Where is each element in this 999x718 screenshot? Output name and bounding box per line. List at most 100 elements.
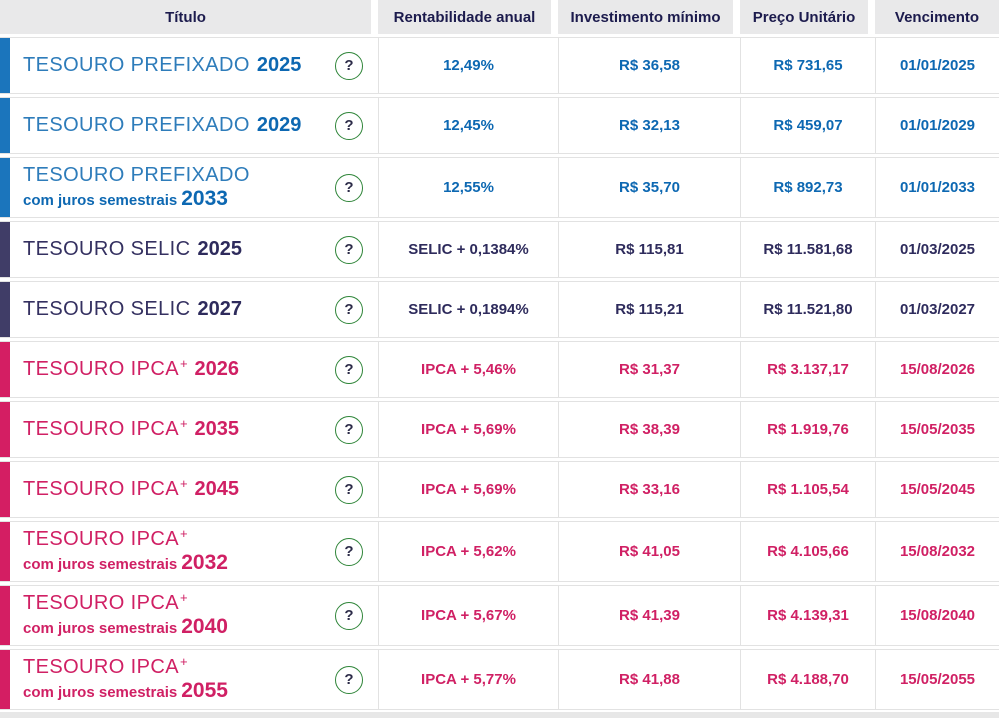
bond-year: 2027 xyxy=(197,298,242,320)
unit-price-cell: R$ 892,73 xyxy=(740,158,875,217)
bond-title-cell: TESOURO SELIC 2027 ? xyxy=(0,282,378,337)
table-row[interactable]: TESOURO IPCA+ com juros semestrais 2032 ?… xyxy=(0,521,999,582)
bond-plus-superscript: + xyxy=(179,589,188,605)
help-icon[interactable]: ? xyxy=(335,235,363,264)
bond-plus-superscript: + xyxy=(179,416,188,431)
min-investment-cell: R$ 41,39 xyxy=(558,586,740,645)
bond-year: 2033 xyxy=(181,186,228,210)
bond-name: TESOURO IPCA xyxy=(23,655,179,678)
bond-title-cell: TESOURO SELIC 2025 ? xyxy=(0,222,378,277)
bond-title: TESOURO PREFIXADO com juros semestrais 20… xyxy=(23,164,335,210)
min-investment-cell: R$ 36,58 xyxy=(558,38,740,93)
help-icon[interactable]: ? xyxy=(335,173,363,202)
annual-rate-cell: IPCA + 5,77% xyxy=(378,650,558,709)
min-investment-cell: R$ 35,70 xyxy=(558,158,740,217)
bond-title: TESOURO IPCA+ com juros semestrais 2055 xyxy=(23,655,335,702)
table-header: Título Rentabilidade anual Investimento … xyxy=(0,0,999,34)
bond-year: 2035 xyxy=(194,418,240,440)
unit-price-cell: R$ 4.105,66 xyxy=(740,522,875,581)
help-icon[interactable]: ? xyxy=(335,355,363,384)
bond-title-cell: TESOURO PREFIXADO com juros semestrais 20… xyxy=(0,158,378,217)
bond-title-cell: TESOURO IPCA+ 2026 ? xyxy=(0,342,378,397)
min-investment-cell: R$ 41,05 xyxy=(558,522,740,581)
bond-year: 2026 xyxy=(194,358,240,380)
bond-name: TESOURO SELIC xyxy=(23,238,191,260)
bond-name: TESOURO PREFIXADO xyxy=(23,54,250,76)
column-header-investimento-minimo: Investimento mínimo xyxy=(558,0,740,34)
unit-price-cell: R$ 459,07 xyxy=(740,98,875,153)
bond-color-bar xyxy=(0,158,10,217)
help-icon[interactable]: ? xyxy=(335,295,363,324)
annual-rate-cell: IPCA + 5,69% xyxy=(378,402,558,457)
bond-color-bar xyxy=(0,650,10,709)
bond-subtitle: com juros semestrais xyxy=(23,555,178,573)
bond-color-bar xyxy=(0,342,10,397)
unit-price-cell: R$ 4.188,70 xyxy=(740,650,875,709)
maturity-cell: 15/05/2045 xyxy=(875,462,999,517)
bond-title: TESOURO PREFIXADO 2029 xyxy=(23,115,335,136)
bond-title-cell: TESOURO PREFIXADO 2029 ? xyxy=(0,98,378,153)
bond-year: 2032 xyxy=(181,550,228,574)
bond-plus-superscript: + xyxy=(179,476,188,491)
table-row[interactable]: TESOURO IPCA+ com juros semestrais 2055 ?… xyxy=(0,649,999,710)
unit-price-cell: R$ 731,65 xyxy=(740,38,875,93)
help-icon[interactable]: ? xyxy=(335,475,363,504)
bond-subtitle: com juros semestrais xyxy=(23,683,178,701)
bond-color-bar xyxy=(0,38,10,93)
table-body: TESOURO PREFIXADO 2025 ? 12,49% R$ 36,58 … xyxy=(0,37,999,710)
annual-rate-cell: SELIC + 0,1384% xyxy=(378,222,558,277)
column-header-titulo: Título xyxy=(0,0,378,34)
unit-price-cell: R$ 1.105,54 xyxy=(740,462,875,517)
bond-plus-superscript: + xyxy=(179,525,188,541)
table-row[interactable]: TESOURO PREFIXADO com juros semestrais 20… xyxy=(0,157,999,218)
bond-name: TESOURO IPCA xyxy=(23,418,179,440)
min-investment-cell: R$ 41,88 xyxy=(558,650,740,709)
annual-rate-cell: IPCA + 5,46% xyxy=(378,342,558,397)
annual-rate-cell: 12,55% xyxy=(378,158,558,217)
maturity-cell: 15/08/2040 xyxy=(875,586,999,645)
column-header-preco-unitario: Preço Unitário xyxy=(740,0,875,34)
bond-title-cell: TESOURO IPCA+ 2035 ? xyxy=(0,402,378,457)
bond-title-cell: TESOURO IPCA+ com juros semestrais 2040 ? xyxy=(0,586,378,645)
annual-rate-cell: IPCA + 5,69% xyxy=(378,462,558,517)
maturity-cell: 15/08/2026 xyxy=(875,342,999,397)
table-row[interactable]: TESOURO PREFIXADO 2029 ? 12,45% R$ 32,13 … xyxy=(0,97,999,154)
min-investment-cell: R$ 31,37 xyxy=(558,342,740,397)
table-row[interactable]: TESOURO SELIC 2025 ? SELIC + 0,1384% R$ 1… xyxy=(0,221,999,278)
bond-year: 2040 xyxy=(181,614,228,638)
help-icon[interactable]: ? xyxy=(335,665,363,694)
help-icon[interactable]: ? xyxy=(335,111,363,140)
help-icon[interactable]: ? xyxy=(335,537,363,566)
bond-title: TESOURO IPCA+ com juros semestrais 2040 xyxy=(23,589,335,638)
bond-title: TESOURO SELIC 2027 xyxy=(23,299,335,320)
maturity-cell: 01/03/2027 xyxy=(875,282,999,337)
bond-title: TESOURO IPCA+ 2045 xyxy=(23,476,335,500)
table-row[interactable]: TESOURO SELIC 2027 ? SELIC + 0,1894% R$ 1… xyxy=(0,281,999,338)
table-row[interactable]: TESOURO IPCA+ 2035 ? IPCA + 5,69% R$ 38,3… xyxy=(0,401,999,458)
page-bottom-strip xyxy=(0,712,999,718)
bond-title-cell: TESOURO IPCA+ com juros semestrais 2055 ? xyxy=(0,650,378,709)
unit-price-cell: R$ 11.581,68 xyxy=(740,222,875,277)
bond-year: 2025 xyxy=(256,54,302,76)
bond-color-bar xyxy=(0,522,10,581)
help-icon[interactable]: ? xyxy=(335,51,363,80)
help-icon[interactable]: ? xyxy=(335,415,363,444)
table-row[interactable]: TESOURO IPCA+ 2026 ? IPCA + 5,46% R$ 31,3… xyxy=(0,341,999,398)
bond-title-cell: TESOURO IPCA+ 2045 ? xyxy=(0,462,378,517)
bond-year: 2029 xyxy=(256,114,302,136)
table-row[interactable]: TESOURO IPCA+ com juros semestrais 2040 ?… xyxy=(0,585,999,646)
table-row[interactable]: TESOURO IPCA+ 2045 ? IPCA + 5,69% R$ 33,1… xyxy=(0,461,999,518)
bond-title-cell: TESOURO PREFIXADO 2025 ? xyxy=(0,38,378,93)
bond-title: TESOURO IPCA+ 2035 xyxy=(23,416,335,440)
min-investment-cell: R$ 38,39 xyxy=(558,402,740,457)
bond-name: TESOURO IPCA xyxy=(23,478,179,500)
min-investment-cell: R$ 115,21 xyxy=(558,282,740,337)
table-row[interactable]: TESOURO PREFIXADO 2025 ? 12,49% R$ 36,58 … xyxy=(0,37,999,94)
annual-rate-cell: SELIC + 0,1894% xyxy=(378,282,558,337)
bond-plus-superscript: + xyxy=(179,356,188,371)
bond-name: TESOURO IPCA xyxy=(23,358,179,380)
help-icon[interactable]: ? xyxy=(335,601,363,630)
bond-title: TESOURO IPCA+ com juros semestrais 2032 xyxy=(23,525,335,574)
bond-color-bar xyxy=(0,282,10,337)
